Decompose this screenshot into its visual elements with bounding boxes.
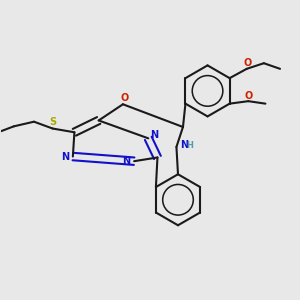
Text: O: O <box>245 91 253 100</box>
Text: H: H <box>187 141 194 150</box>
Text: O: O <box>243 58 251 68</box>
Text: N: N <box>123 156 131 166</box>
Text: N: N <box>180 140 188 150</box>
Text: N: N <box>150 130 159 140</box>
Text: O: O <box>120 93 128 103</box>
Text: N: N <box>61 152 70 162</box>
Text: S: S <box>49 117 56 127</box>
